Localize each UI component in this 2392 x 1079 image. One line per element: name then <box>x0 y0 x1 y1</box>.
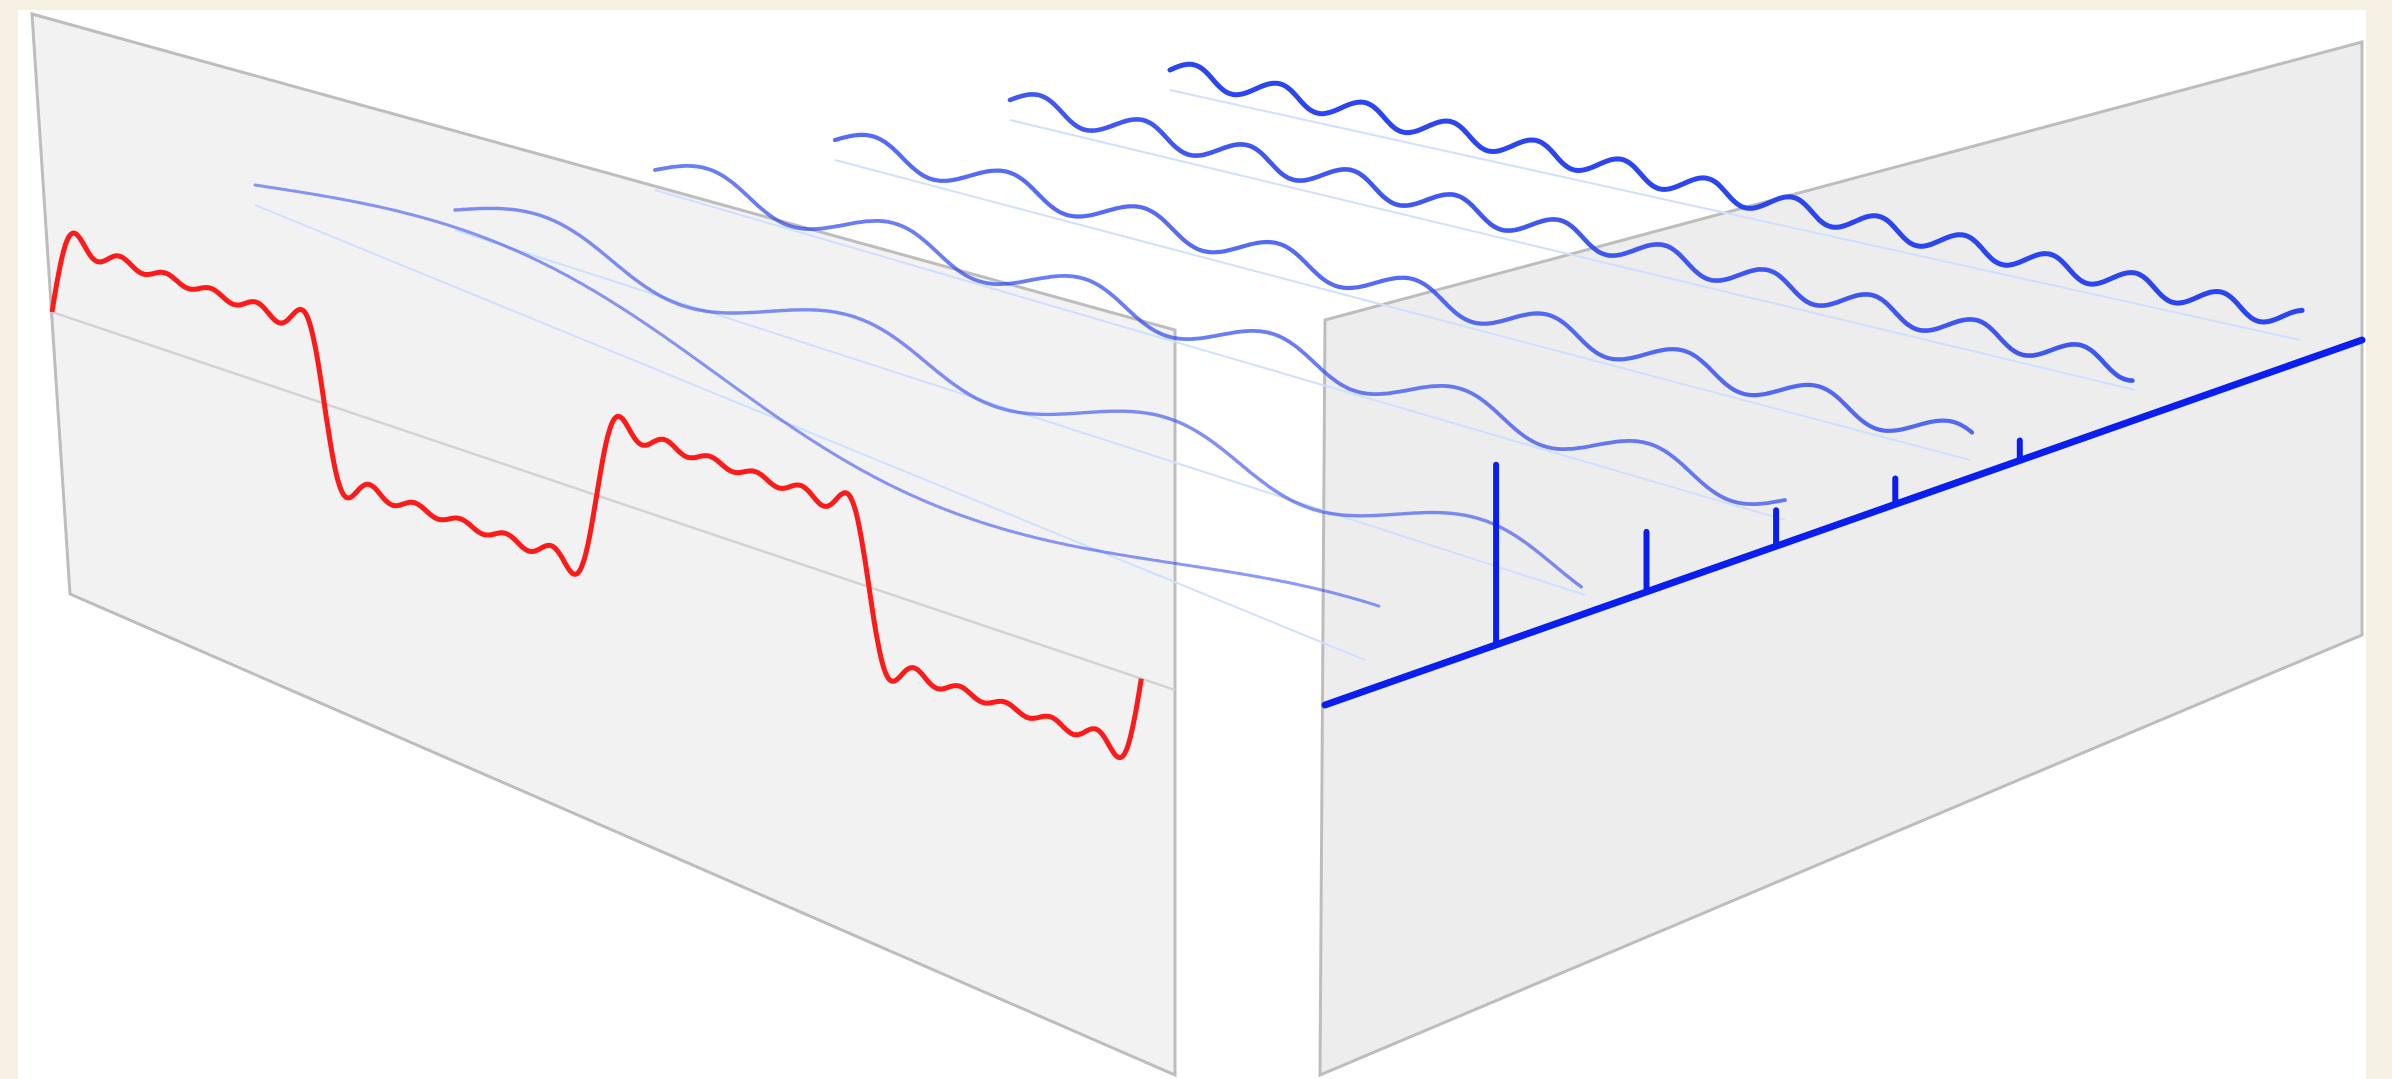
frequency-spectrum-stems <box>1493 437 2023 648</box>
square-wave-signal <box>49 230 1144 761</box>
harmonic-wave-11 <box>1167 61 2305 325</box>
harmonic-guide-line-7 <box>834 159 1971 461</box>
time-plane-baseline <box>51 310 1176 692</box>
harmonic-guide-line-9 <box>1009 119 2136 391</box>
frequency-domain-plane <box>1318 40 2364 1078</box>
harmonic-wave-9 <box>1007 92 2135 383</box>
harmonic-wave-3 <box>453 206 1583 589</box>
harmonic-guide-line-11 <box>1169 89 2301 341</box>
harmonic-wave-7 <box>832 132 1975 435</box>
harmonic-components <box>253 61 2305 661</box>
time-domain-plane <box>30 11 1177 1078</box>
harmonic-guide-line-5 <box>654 189 1786 521</box>
harmonic-wave-5 <box>653 164 1787 506</box>
harmonic-wave-1 <box>253 183 1381 608</box>
harmonic-guide-line-1 <box>254 204 1366 661</box>
